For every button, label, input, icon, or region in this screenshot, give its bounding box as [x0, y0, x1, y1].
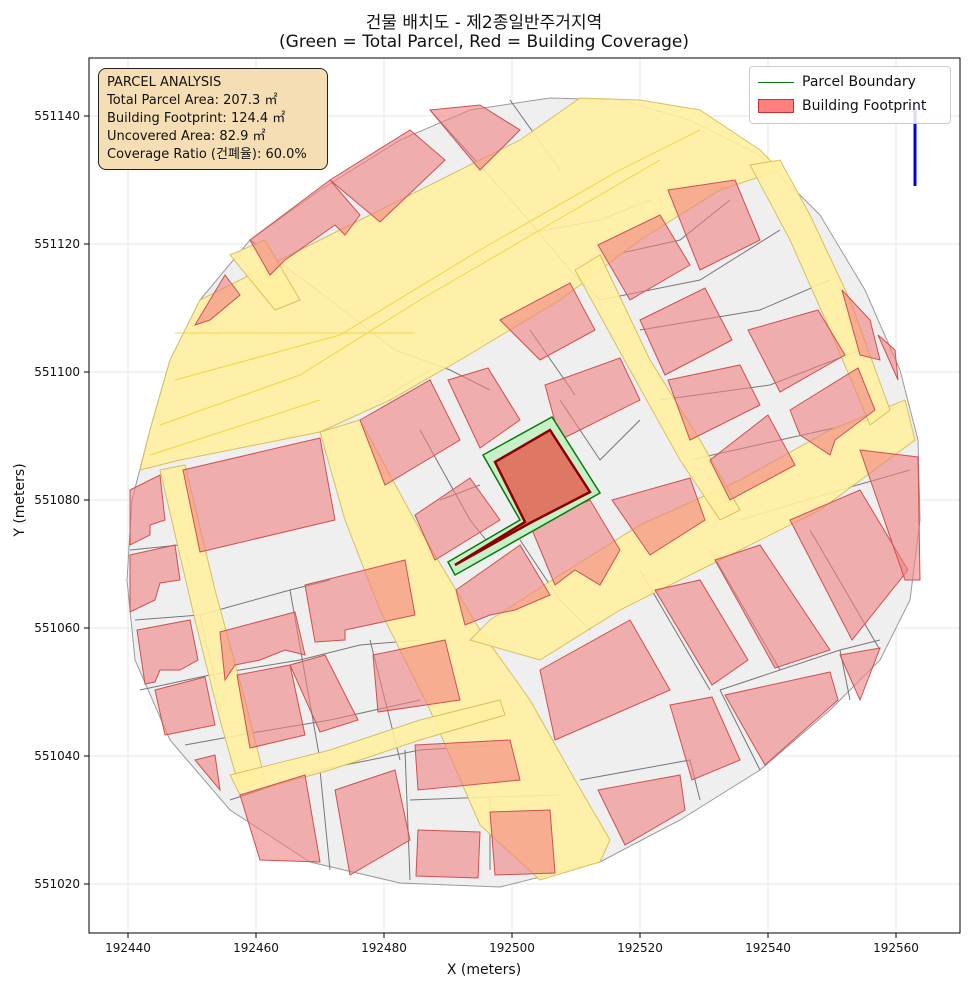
y-axis-label: Y (meters): [12, 463, 28, 537]
info-coverage-ratio: Coverage Ratio (건폐율): 60.0%: [107, 147, 307, 162]
x-axis-label: X (meters): [446, 962, 522, 978]
info-footprint: Building Footprint: 124.4 ㎡: [107, 111, 286, 126]
y-tick-label: 551060: [34, 621, 80, 635]
x-tick-label: 192540: [745, 941, 791, 955]
y-tick-label: 551140: [34, 109, 80, 123]
axes-frame: [88, 57, 961, 934]
legend-item-parcel: Parcel Boundary: [758, 72, 916, 92]
y-tick-label: 551020: [34, 877, 80, 891]
axis-ticks: [84, 115, 897, 938]
info-uncovered: Uncovered Area: 82.9 ㎡: [107, 129, 266, 144]
x-tick-label: 192440: [105, 941, 151, 955]
x-tick-label: 192500: [489, 941, 535, 955]
neighbor-buildings: [129, 104, 921, 879]
x-tick-label: 192560: [873, 941, 919, 955]
y-tick-label: 551040: [34, 749, 80, 763]
roads: [139, 97, 916, 881]
info-total-area: Total Parcel Area: 207.3 ㎡: [107, 93, 278, 108]
legend-label-building: Building Footprint: [802, 98, 927, 114]
y-tick-label: 551080: [34, 493, 80, 507]
y-tick-label: 551100: [34, 365, 80, 379]
building-fill-swatch: [758, 99, 794, 113]
road-centerlines: [149, 129, 701, 456]
x-tick-label: 192460: [233, 941, 279, 955]
legend: Parcel Boundary Building Footprint: [749, 66, 951, 124]
parcel-line-swatch: [758, 81, 794, 83]
x-tick-label: 192520: [617, 941, 663, 955]
subject-building: [454, 428, 592, 567]
info-heading: PARCEL ANALYSIS: [107, 75, 222, 90]
parcel-analysis-box: PARCEL ANALYSIS Total Parcel Area: 207.3…: [98, 68, 328, 170]
y-tick-label: 551120: [34, 237, 80, 251]
map-subtitle: (Green = Total Parcel, Red = Building Co…: [279, 32, 689, 52]
legend-item-building: Building Footprint: [758, 96, 926, 116]
x-tick-label: 192480: [361, 941, 407, 955]
legend-label-parcel: Parcel Boundary: [802, 74, 916, 90]
map-title: 건물 배치도 - 제2종일반주거지역: [365, 13, 603, 33]
